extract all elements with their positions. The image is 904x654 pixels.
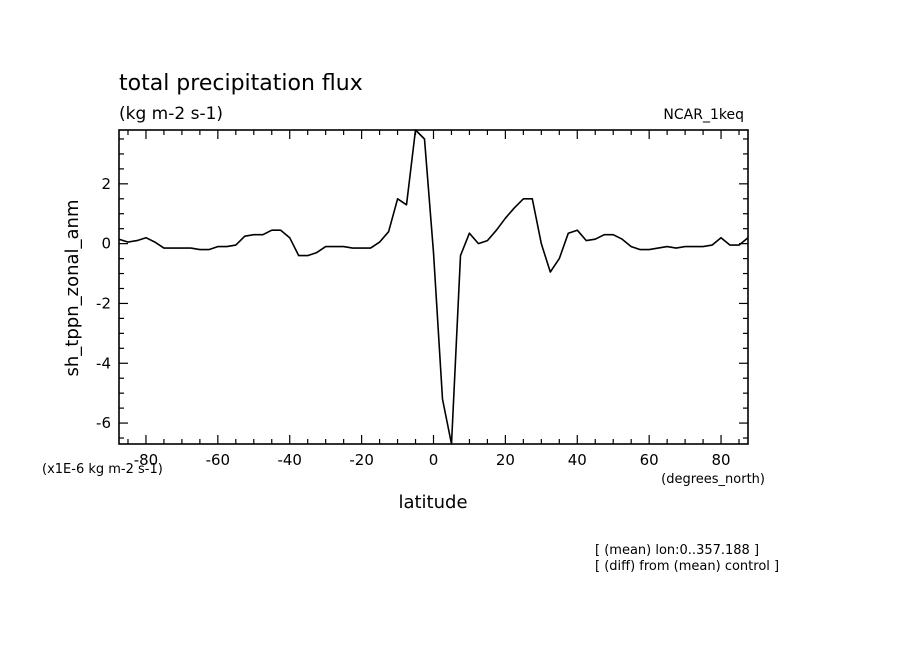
note-mean-lon: [ (mean) lon:0..357.188 ]: [595, 543, 759, 558]
y-tick-label: -6: [96, 414, 111, 432]
series-line: [118, 129, 749, 445]
note-diff-control: [ (diff) from (mean) control ]: [595, 559, 779, 574]
chart-title: total precipitation flux: [119, 71, 363, 96]
x-tick-label: -60: [206, 451, 231, 469]
x-tick-label: -80: [134, 451, 159, 469]
x-tick-label: 80: [711, 451, 730, 469]
x-tick-label: 20: [496, 451, 515, 469]
x-tick-label: -20: [349, 451, 374, 469]
y-axis-label: sh_tppn_zonal_anm: [62, 200, 83, 377]
y-tick-label: 0: [101, 235, 111, 253]
x-tick-label: 60: [640, 451, 659, 469]
x-tick-label: -40: [277, 451, 302, 469]
plot-frame: [118, 129, 749, 445]
chart-subtitle: (kg m-2 s-1): [119, 104, 223, 124]
y-tick-label: -4: [96, 354, 111, 372]
y-scale-label: (x1E-6 kg m-2 s-1): [42, 462, 163, 477]
model-label: NCAR_1keq: [663, 107, 744, 123]
x-unit-label: (degrees_north): [661, 472, 765, 487]
x-tick-label: 40: [568, 451, 587, 469]
x-axis-label: latitude: [398, 492, 467, 513]
x-tick-label: 0: [429, 451, 439, 469]
y-tick-label: 2: [101, 175, 111, 193]
y-tick-label: -2: [96, 294, 111, 312]
axis-ticks: [119, 130, 748, 444]
